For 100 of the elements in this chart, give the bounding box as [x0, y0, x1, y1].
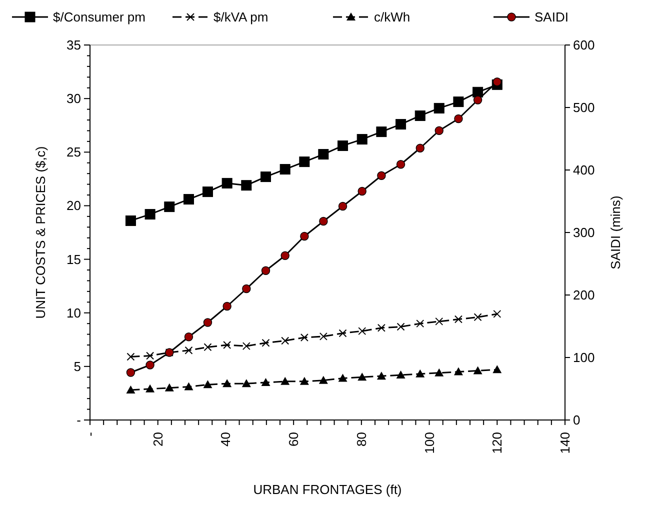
point [434, 368, 444, 376]
point [126, 352, 135, 361]
point [146, 360, 154, 370]
point [164, 383, 174, 392]
legend-label: $/kVA pm [214, 10, 268, 24]
point [492, 78, 502, 86]
y-tick-label: 25 [66, 144, 81, 160]
point [300, 232, 309, 241]
point [473, 96, 482, 104]
point [204, 343, 212, 352]
point [416, 320, 424, 328]
point [281, 336, 290, 345]
point [318, 376, 328, 384]
point [262, 338, 270, 347]
x-tick-label: 140 [558, 432, 572, 454]
point [396, 322, 405, 331]
x-tick-label: 60 [286, 432, 302, 446]
legend-label: SAIDI [534, 10, 568, 24]
x-tick-label: 40 [218, 432, 234, 446]
x-tick-label: 100 [422, 432, 437, 454]
point [202, 186, 213, 198]
point [338, 374, 348, 382]
point [377, 171, 386, 180]
y2-tick-label: 100 [573, 350, 595, 365]
y2-tick-label: 300 [573, 225, 595, 240]
point [144, 209, 156, 220]
point [454, 367, 463, 376]
point [242, 342, 250, 350]
point [222, 178, 232, 188]
x-tick-label: 120 [490, 432, 505, 454]
point [242, 284, 251, 294]
point [358, 186, 366, 196]
y-tick-label: - [76, 412, 81, 428]
y2-tick-label: 0 [573, 412, 580, 428]
point [146, 384, 155, 392]
point [146, 352, 154, 360]
x-tick-label: - [82, 432, 98, 436]
point [203, 380, 212, 388]
point [454, 315, 462, 324]
point [184, 332, 194, 342]
point [338, 202, 348, 211]
x-tick-label: 80 [354, 432, 369, 446]
y2-tick-label: 400 [573, 162, 595, 178]
point [434, 126, 444, 135]
y-tick-label: 35 [66, 38, 81, 52]
point [338, 329, 347, 338]
y2-tick-label: 600 [573, 38, 595, 52]
y-tick-label: 10 [66, 305, 81, 320]
point [358, 372, 367, 381]
point [416, 144, 424, 152]
point [184, 382, 194, 390]
legend-label: $/Consumer pm [53, 10, 146, 24]
point [454, 114, 463, 124]
point [260, 172, 271, 182]
point [125, 215, 136, 226]
point [416, 369, 425, 378]
point [396, 119, 406, 130]
point [241, 180, 252, 191]
legend-label: c/kWh [374, 10, 410, 24]
point [242, 379, 251, 388]
point [414, 110, 426, 121]
point [319, 332, 328, 340]
point [435, 317, 444, 326]
point [358, 327, 366, 336]
point [492, 365, 502, 374]
point [319, 216, 328, 226]
y-tick-label: 15 [66, 252, 81, 267]
y-tick-label: 30 [66, 91, 81, 106]
point [280, 164, 290, 175]
y-tick-label: 5 [74, 358, 81, 374]
point [183, 194, 194, 205]
x-axis-title: URBAN FRONTAGES (ft) [253, 482, 402, 497]
point [474, 313, 482, 322]
point [300, 334, 308, 342]
point [396, 370, 406, 378]
point [126, 386, 136, 394]
y-tick-label: 20 [66, 198, 81, 214]
y2-tick-label: 200 [573, 288, 595, 302]
point [223, 341, 232, 349]
point [261, 378, 270, 386]
point [280, 376, 290, 385]
point [164, 202, 175, 212]
point [376, 372, 386, 380]
x-tick-label: 20 [150, 432, 166, 446]
point [356, 134, 368, 145]
point [126, 368, 136, 377]
point [377, 324, 386, 332]
point [261, 266, 270, 275]
point [222, 302, 232, 311]
point [318, 149, 329, 160]
point [184, 346, 193, 354]
point [493, 310, 502, 318]
point [453, 96, 464, 108]
point [338, 140, 348, 151]
point [473, 366, 482, 374]
y-axis-title: UNIT COSTS & PRICES ($,c) [33, 146, 48, 319]
point [396, 160, 406, 169]
point [376, 126, 387, 138]
y2-tick-label: 500 [573, 100, 595, 115]
point [203, 318, 212, 327]
